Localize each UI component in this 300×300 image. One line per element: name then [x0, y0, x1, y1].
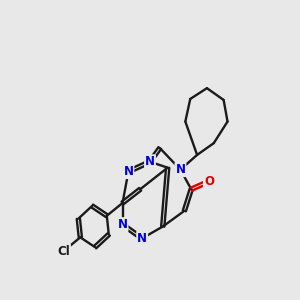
- Text: N: N: [145, 155, 155, 168]
- Text: Cl: Cl: [57, 244, 70, 258]
- Text: N: N: [118, 218, 128, 231]
- Text: N: N: [137, 232, 147, 245]
- Text: O: O: [204, 175, 214, 188]
- Text: N: N: [123, 165, 134, 178]
- Text: N: N: [176, 163, 185, 176]
